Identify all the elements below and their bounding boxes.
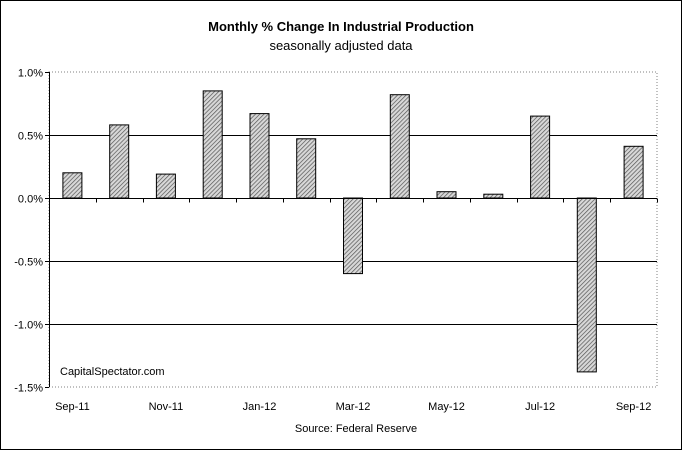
x-tick-label: May-12 (428, 401, 465, 413)
source-note: Source: Federal Reserve (295, 423, 417, 435)
bar (623, 145, 644, 199)
bar (155, 173, 176, 199)
y-tick-label: 0.0% (18, 194, 43, 206)
bar (296, 138, 317, 199)
chart-subtitle: seasonally adjusted data (269, 38, 413, 53)
bar (109, 124, 130, 199)
bar (249, 113, 270, 199)
x-tick-label: Mar-12 (336, 401, 371, 413)
bar (576, 197, 597, 373)
x-tick-label: Jan-12 (243, 401, 277, 413)
bar (483, 193, 504, 199)
y-axis: 1.0% 0.5% 0.0% -0.5% -1.0% -1.5% (14, 68, 50, 395)
x-tick-label: Sep-12 (616, 401, 651, 413)
x-tick-label: Jul-12 (525, 401, 555, 413)
y-tick-label: 0.5% (18, 131, 43, 143)
bar (436, 191, 457, 199)
plot-area-border (48, 71, 658, 388)
x-tick-label: Sep-11 (55, 401, 90, 413)
bar (389, 94, 410, 199)
y-tick-label: 1.0% (18, 68, 43, 80)
bar (530, 115, 551, 199)
y-tick-label: -0.5% (14, 257, 43, 269)
x-tick-label: Nov-11 (149, 401, 184, 413)
y-tick-label: -1.0% (14, 320, 43, 332)
y-tick-label: -1.5% (14, 383, 43, 395)
watermark: CapitalSpectator.com (60, 366, 165, 378)
bar (343, 197, 363, 275)
chart-title: Monthly % Change In Industrial Productio… (208, 19, 474, 34)
x-axis: Sep-11 Nov-11 Jan-12 Mar-12 May-12 Jul-12 Sep-… (49, 198, 658, 413)
bar (202, 90, 223, 199)
bars (62, 90, 644, 373)
bar (62, 172, 83, 199)
